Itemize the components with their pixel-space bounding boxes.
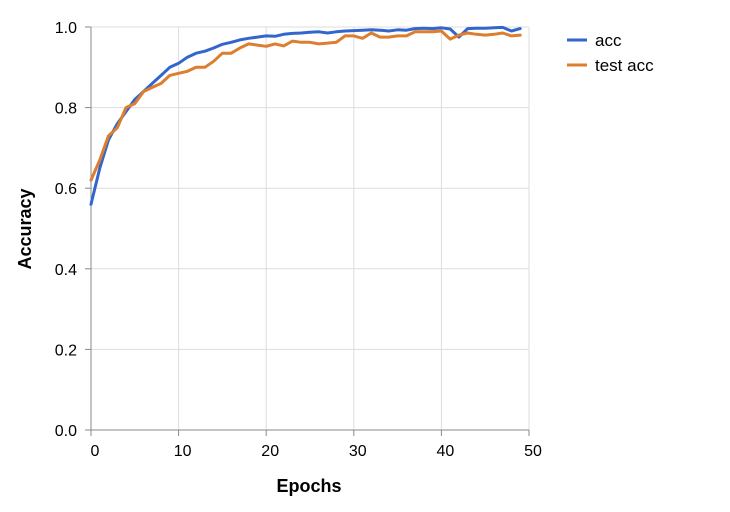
y-tick-label: 0.8 <box>55 101 77 118</box>
x-tick-label: 40 <box>437 443 455 460</box>
grid-lines <box>90 26 530 431</box>
axes <box>85 26 530 436</box>
x-tick-label: 20 <box>261 443 279 460</box>
x-axis-title: Epochs <box>276 476 341 496</box>
series-line-test-acc <box>89 29 522 182</box>
y-tick-label: 1.0 <box>55 20 77 37</box>
tick-labels: 0.0 0.2 0.4 0.6 0.8 1.0 0 10 20 30 40 50 <box>55 20 542 460</box>
y-tick-label: 0.2 <box>55 342 77 359</box>
x-tick-label: 10 <box>174 443 192 460</box>
series-lines <box>89 25 522 206</box>
legend-label-acc: acc <box>595 31 622 50</box>
x-tick-label: 30 <box>349 443 367 460</box>
x-tick-label: 0 <box>91 443 100 460</box>
legend: acc test acc <box>567 31 654 75</box>
y-tick-label: 0.0 <box>55 423 77 440</box>
y-axis-title: Accuracy <box>15 188 35 269</box>
series-line-acc <box>89 25 522 206</box>
y-tick-label: 0.4 <box>55 262 77 279</box>
x-tick-label: 50 <box>524 443 542 460</box>
legend-label-test-acc: test acc <box>595 56 654 75</box>
y-tick-label: 0.6 <box>55 181 77 198</box>
